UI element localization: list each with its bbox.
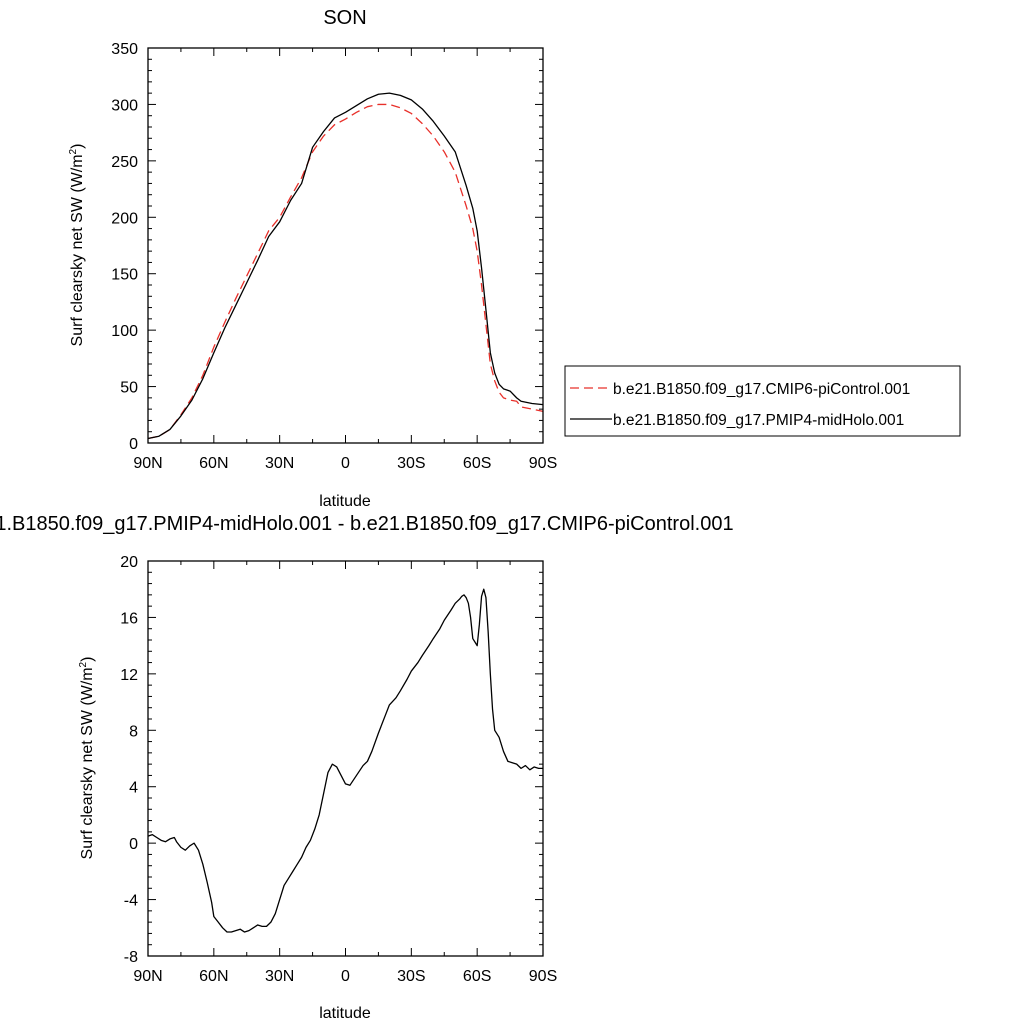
bottom-xtick-label: 90N — [133, 968, 162, 985]
legend-label-picontrol: b.e21.B1850.f09_g17.CMIP6-piControl.001 — [613, 381, 910, 398]
bottom-xtick-label: 60N — [199, 968, 228, 985]
bottom-ytick-label: -4 — [124, 893, 138, 910]
top-ylabel-sup: 2 — [68, 148, 79, 154]
bottom-chart-series-layer — [147, 588, 543, 933]
top-ytick-label: 300 — [111, 97, 138, 114]
top-xtick-label: 60S — [463, 455, 491, 472]
top-chart-ticks: 90N 60N 30N 0 30S 60S 90S 0 50 100 150 200 250 300 350 — [111, 41, 557, 472]
bottom-chart: b.e21.B1850.f09_g17.PMIP4-midHolo.001 - … — [0, 513, 734, 1022]
bottom-series-line-0 — [147, 588, 543, 933]
bottom-xtick-label: 60S — [463, 968, 491, 985]
top-chart: SON 90N 60N 30N 0 30S 60S 90S 0 50 100 150 200 250 30… — [68, 7, 961, 510]
bottom-xtick-label: 90S — [529, 968, 557, 985]
bottom-chart-ticks: 90N 60N 30N 0 30S 60S 90S -8 -4 0 4 8 12 16 20 — [120, 554, 557, 985]
legend-label-midholo: b.e21.B1850.f09_g17.PMIP4-midHolo.001 — [613, 412, 904, 429]
bottom-ylabel-main: Surf clearsky net SW (W/m — [79, 667, 96, 859]
top-ylabel-main: Surf clearsky net SW (W/m — [69, 154, 86, 346]
legend-box — [564, 365, 961, 437]
bottom-ytick-label: 12 — [120, 667, 138, 684]
top-series-line-0 — [147, 103, 544, 440]
top-xtick-label: 90S — [529, 455, 557, 472]
top-ytick-label: 50 — [120, 380, 138, 397]
bottom-ylabel-close: ) — [79, 657, 96, 662]
top-chart-title: SON — [323, 7, 366, 29]
bottom-ytick-label: 16 — [120, 610, 138, 627]
bottom-ylabel-sup: 2 — [78, 661, 89, 667]
top-ylabel-close: ) — [69, 144, 86, 149]
top-chart-xlabel: latitude — [319, 493, 371, 510]
top-xtick-label: 0 — [341, 455, 350, 472]
top-ytick-label: 350 — [111, 41, 138, 58]
bottom-xtick-label: 30N — [265, 968, 294, 985]
bottom-xtick-label: 30S — [397, 968, 425, 985]
bottom-ytick-label: 8 — [129, 723, 138, 740]
bottom-ytick-label: 20 — [120, 554, 138, 571]
bottom-ytick-label: 4 — [129, 780, 138, 797]
top-ytick-label: 100 — [111, 323, 138, 340]
top-chart-frame — [147, 47, 544, 444]
top-ytick-label: 200 — [111, 210, 138, 227]
top-series-line-1 — [147, 92, 544, 440]
top-xtick-label: 30S — [397, 455, 425, 472]
top-xtick-label: 60N — [199, 455, 228, 472]
top-ytick-label: 250 — [111, 154, 138, 171]
bottom-chart-frame — [147, 560, 544, 957]
top-ytick-label: 150 — [111, 267, 138, 284]
bottom-chart-ylabel: Surf clearsky net SW (W/m2) — [78, 657, 96, 860]
bottom-chart-title: b.e21.B1850.f09_g17.PMIP4-midHolo.001 - … — [0, 513, 734, 535]
top-xtick-label: 30N — [265, 455, 294, 472]
top-chart-series-layer — [147, 92, 544, 440]
bottom-ytick-label: 0 — [129, 836, 138, 853]
bottom-ytick-label: -8 — [124, 949, 138, 966]
top-xtick-label: 90N — [133, 455, 162, 472]
top-ytick-label: 0 — [129, 436, 138, 453]
top-chart-ylabel: Surf clearsky net SW (W/m2) — [68, 144, 86, 347]
bottom-xtick-label: 0 — [341, 968, 350, 985]
legend: b.e21.B1850.f09_g17.CMIP6-piControl.001 … — [564, 365, 961, 437]
bottom-chart-xlabel: latitude — [319, 1005, 371, 1022]
